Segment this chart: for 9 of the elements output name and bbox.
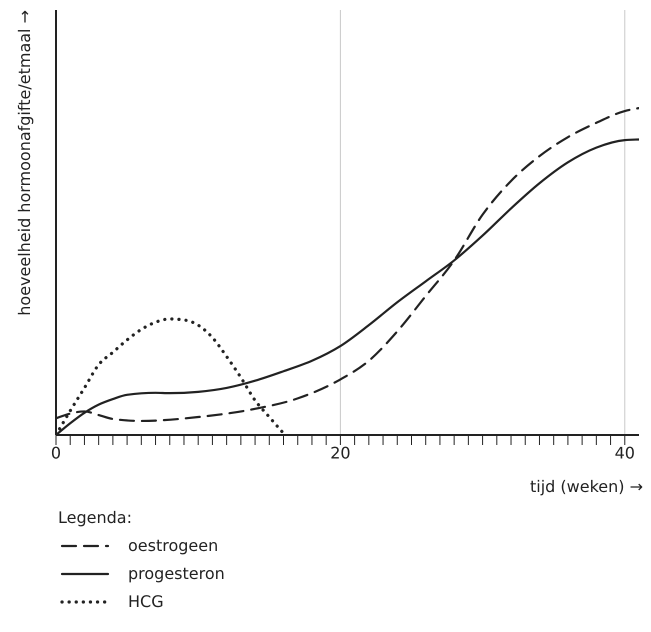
legend-label: progesteron — [128, 563, 225, 585]
y-axis-title: hoeveelheid hormoonafgifte/etmaal → — [15, 10, 34, 316]
x-tick-label: 20 — [330, 443, 351, 462]
legend-label: oestrogeen — [128, 535, 218, 557]
x-tick-label: 40 — [614, 443, 635, 462]
x-axis-title: tijd (weken) → — [529, 477, 643, 496]
legend-label: HCG — [128, 591, 164, 613]
x-tick-label: 0 — [50, 443, 62, 462]
legend-title: Legenda: — [58, 507, 133, 529]
